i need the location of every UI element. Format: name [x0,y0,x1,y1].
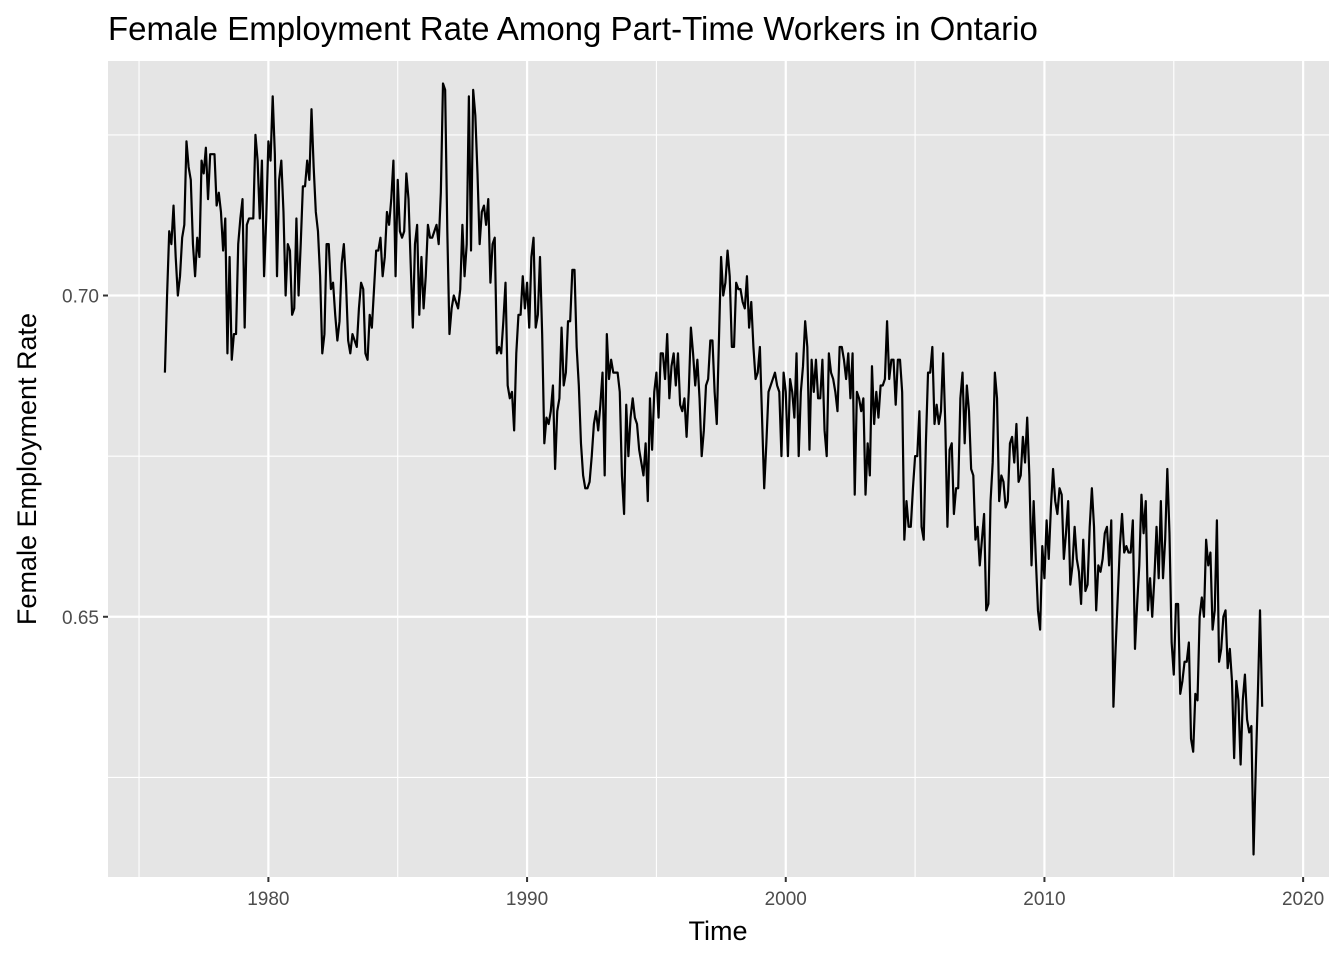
y-tick-label: 0.65 [62,608,99,629]
x-tick-label: 1990 [506,889,548,910]
x-tick-label: 2020 [1282,889,1324,910]
x-axis: 1980 1990 2000 2010 2020 [247,877,1324,910]
x-axis-title: Time [689,916,748,946]
y-axis-title: Female Employment Rate [12,313,42,625]
series-line [163,82,1264,856]
y-tick-label: 0.70 [62,287,99,308]
x-tick-label: 1980 [247,889,289,910]
plot-panel [108,61,1329,877]
major-gridlines [108,61,1329,877]
x-tick-label: 2000 [765,889,807,910]
x-tick-label: 2010 [1023,889,1065,910]
chart-title: Female Employment Rate Among Part-Time W… [108,10,1038,47]
y-axis: 0.65 0.70 [62,287,108,629]
